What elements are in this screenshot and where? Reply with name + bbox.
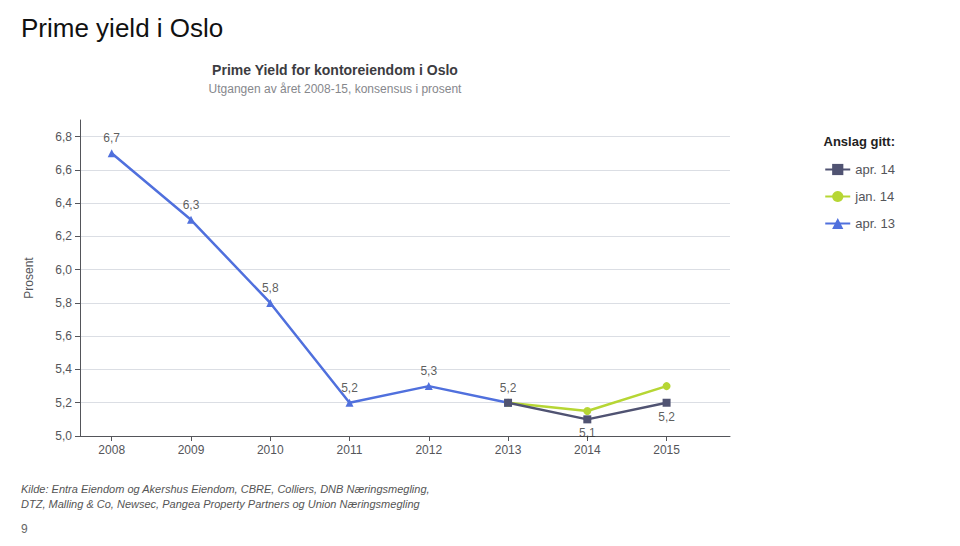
svg-text:5,3: 5,3 — [420, 364, 437, 378]
svg-text:apr. 13: apr. 13 — [855, 216, 895, 231]
svg-text:2012: 2012 — [415, 443, 442, 457]
svg-text:Utgangen av året 2008-15, kons: Utgangen av året 2008-15, konsensus i pr… — [209, 82, 462, 96]
svg-text:Prime yield i Oslo: Prime yield i Oslo — [21, 13, 223, 43]
svg-text:2010: 2010 — [257, 443, 284, 457]
svg-text:6,6: 6,6 — [55, 163, 72, 177]
svg-text:DTZ, Malling & Co, Newsec, Pan: DTZ, Malling & Co, Newsec, Pangea Proper… — [21, 498, 420, 510]
svg-text:Prime Yield for kontoreiendom: Prime Yield for kontoreiendom i Oslo — [212, 62, 458, 78]
svg-text:5,1: 5,1 — [579, 426, 596, 440]
svg-text:5,2: 5,2 — [658, 410, 675, 424]
svg-text:6,7: 6,7 — [103, 131, 120, 145]
svg-text:6,4: 6,4 — [55, 196, 72, 210]
svg-text:2015: 2015 — [653, 443, 680, 457]
svg-text:6,3: 6,3 — [183, 198, 200, 212]
svg-text:6,2: 6,2 — [55, 229, 72, 243]
svg-text:5,4: 5,4 — [55, 362, 72, 376]
svg-text:6,0: 6,0 — [55, 263, 72, 277]
svg-text:2014: 2014 — [574, 443, 601, 457]
svg-text:Prosent: Prosent — [22, 257, 36, 299]
svg-text:5,8: 5,8 — [262, 281, 279, 295]
svg-text:2008: 2008 — [98, 443, 125, 457]
svg-text:5,2: 5,2 — [500, 381, 517, 395]
svg-text:5,8: 5,8 — [55, 296, 72, 310]
svg-text:jan. 14: jan. 14 — [854, 189, 894, 204]
svg-text:2013: 2013 — [495, 443, 522, 457]
svg-text:5,6: 5,6 — [55, 329, 72, 343]
svg-text:Kilde: Entra Eiendom og Akersh: Kilde: Entra Eiendom og Akershus Eiendom… — [21, 483, 430, 495]
svg-text:5,2: 5,2 — [341, 381, 358, 395]
svg-text:5,2: 5,2 — [55, 396, 72, 410]
svg-text:2009: 2009 — [178, 443, 205, 457]
svg-text:Anslag gitt:: Anslag gitt: — [824, 134, 896, 149]
svg-text:2011: 2011 — [337, 443, 363, 457]
svg-text:apr. 14: apr. 14 — [855, 162, 895, 177]
svg-text:6,8: 6,8 — [55, 130, 72, 144]
svg-text:9: 9 — [21, 522, 28, 536]
svg-text:5,0: 5,0 — [55, 429, 72, 443]
